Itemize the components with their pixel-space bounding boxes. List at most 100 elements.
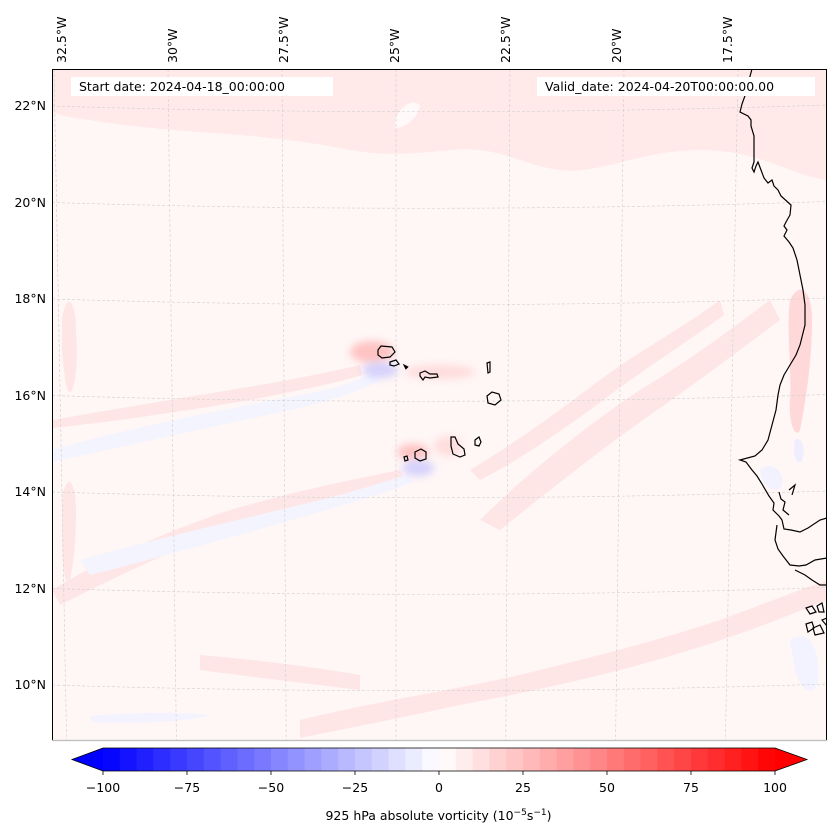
latitude-tick-label: 20°N [14, 194, 46, 210]
meridian-line [53, 69, 67, 741]
negative-patch-bottom-right [790, 636, 819, 691]
colorbar-tick-label: 100 [763, 780, 787, 795]
positive-band-east-diagonal-2 [470, 300, 724, 480]
colorbar-segment [556, 748, 574, 771]
latitude-tick-label: 16°N [14, 387, 46, 403]
meridian-line [167, 69, 177, 741]
negative-strip-bottom-left [90, 712, 210, 723]
colorbar [70, 747, 809, 775]
longitude-tick-label: 27.5°W [276, 16, 291, 63]
negative-patch-coast-2 [760, 465, 783, 490]
colorbar-segment [640, 748, 658, 771]
vorticity-field [52, 69, 827, 741]
meridian-line [725, 69, 739, 741]
coast-sao-vicente [389, 359, 400, 367]
start-date-text: Start date: 2024-04-18_00:00:00 [79, 79, 285, 94]
negative-streak-mid [52, 372, 380, 462]
coast-santo-antao [377, 345, 396, 359]
colorbar-extend-max [775, 748, 807, 771]
colorbar-segment [573, 748, 591, 771]
colorbar-segment [674, 748, 692, 771]
colorbar-segment [153, 748, 171, 771]
colorbar-segment [355, 748, 373, 771]
colorbar-segment [405, 748, 423, 771]
colorbar-tick-label: −75 [173, 780, 201, 795]
parallel-line [52, 104, 827, 113]
latitude-tick-label: 10°N [14, 677, 46, 692]
colorbar-segment [523, 748, 541, 771]
colorbar-segment [388, 748, 406, 771]
negative-patch-coast [794, 439, 804, 463]
colorbar-segment [136, 748, 154, 771]
coast-maio [474, 436, 482, 447]
longitude-tick-label: 32.5°W [54, 16, 69, 63]
coast-santa-luzia [402, 363, 409, 370]
colorbar-label-unit: s [526, 808, 534, 824]
positive-streak-mid [52, 365, 362, 428]
positive-band-north [52, 69, 827, 180]
colorbar-segment [607, 748, 625, 771]
coast-west-africa [737, 69, 827, 636]
colorbar-tick-label: 50 [599, 780, 615, 795]
coast-santiago [450, 436, 466, 458]
meridian-line [615, 69, 625, 741]
colorbar-segment [338, 748, 356, 771]
colorbar-segment [506, 748, 524, 771]
coast-boa-vista [486, 391, 502, 406]
colorbar-segment [741, 748, 759, 771]
colorbar-tick-label: 75 [683, 780, 699, 795]
positive-wake-santiago [434, 436, 462, 456]
colorbar-segment [623, 748, 642, 771]
colorbar-label-exponent-1: −5 [513, 808, 527, 818]
colorbar-segment [707, 748, 726, 771]
parallel-line [52, 683, 827, 692]
colorbar-segment [304, 748, 322, 771]
colorbar-segment [489, 748, 507, 771]
positive-band-bottom [200, 655, 360, 690]
colorbar-segment [321, 748, 339, 771]
colorbar-segment [758, 748, 776, 771]
valid-date-text: Valid_date: 2024-04-20T00:00:00.00 [545, 79, 775, 94]
longitude-tick-label: 20°W [609, 28, 624, 63]
dipole-negative-santo-antao [362, 362, 398, 378]
colorbar-tick-label: 0 [435, 780, 443, 795]
parallel-line [52, 201, 827, 209]
dipole-negative-fogo [402, 460, 434, 476]
colorbar-segment [271, 748, 289, 771]
longitude-tick-label: 22.5°W [498, 16, 513, 63]
start-date-box: Start date: 2024-04-18_00:00:00 [71, 77, 333, 96]
dipole-positive-fogo [397, 444, 429, 460]
positive-band-left-edge [62, 301, 77, 392]
colorbar-tick-label: −50 [257, 780, 285, 795]
colorbar-segment [220, 748, 238, 771]
colorbar-tick-label: −25 [341, 780, 369, 795]
colorbar-extend-min [72, 748, 103, 771]
coast-sal [486, 361, 491, 374]
colorbar-segment [657, 748, 675, 771]
longitude-tick-label: 17.5°W [720, 16, 735, 63]
parallel-line [52, 394, 827, 402]
parallel-line [52, 490, 827, 499]
colorbar-segment [590, 748, 608, 771]
positive-band-coast [788, 289, 812, 433]
coast-brava [403, 455, 409, 462]
colorbar-label: 925 hPa absolute vorticity (10−5s−1) [0, 808, 837, 823]
white-gap-north [395, 102, 420, 128]
colorbar-segment [254, 748, 272, 771]
latitude-tick-label: 18°N [14, 291, 46, 306]
colorbar-label-end: ) [546, 808, 552, 824]
colorbar-segment [455, 748, 474, 771]
colorbar-segment [187, 748, 205, 771]
coast-sao-nicolau [419, 370, 439, 382]
positive-band-left-edge-2 [62, 481, 76, 582]
colorbar-label-main: 925 hPa absolute vorticity (10 [325, 808, 514, 824]
positive-band-southeast [300, 580, 827, 738]
dipole-positive-santo-antao [350, 341, 394, 363]
colorbar-segment [287, 748, 306, 771]
colorbar-segment [472, 748, 490, 771]
colorbar-tick-label: 25 [515, 780, 531, 795]
positive-band-east-diagonal [480, 300, 780, 530]
meridian-line [281, 69, 287, 741]
latitude-tick-label: 12°N [14, 580, 46, 596]
